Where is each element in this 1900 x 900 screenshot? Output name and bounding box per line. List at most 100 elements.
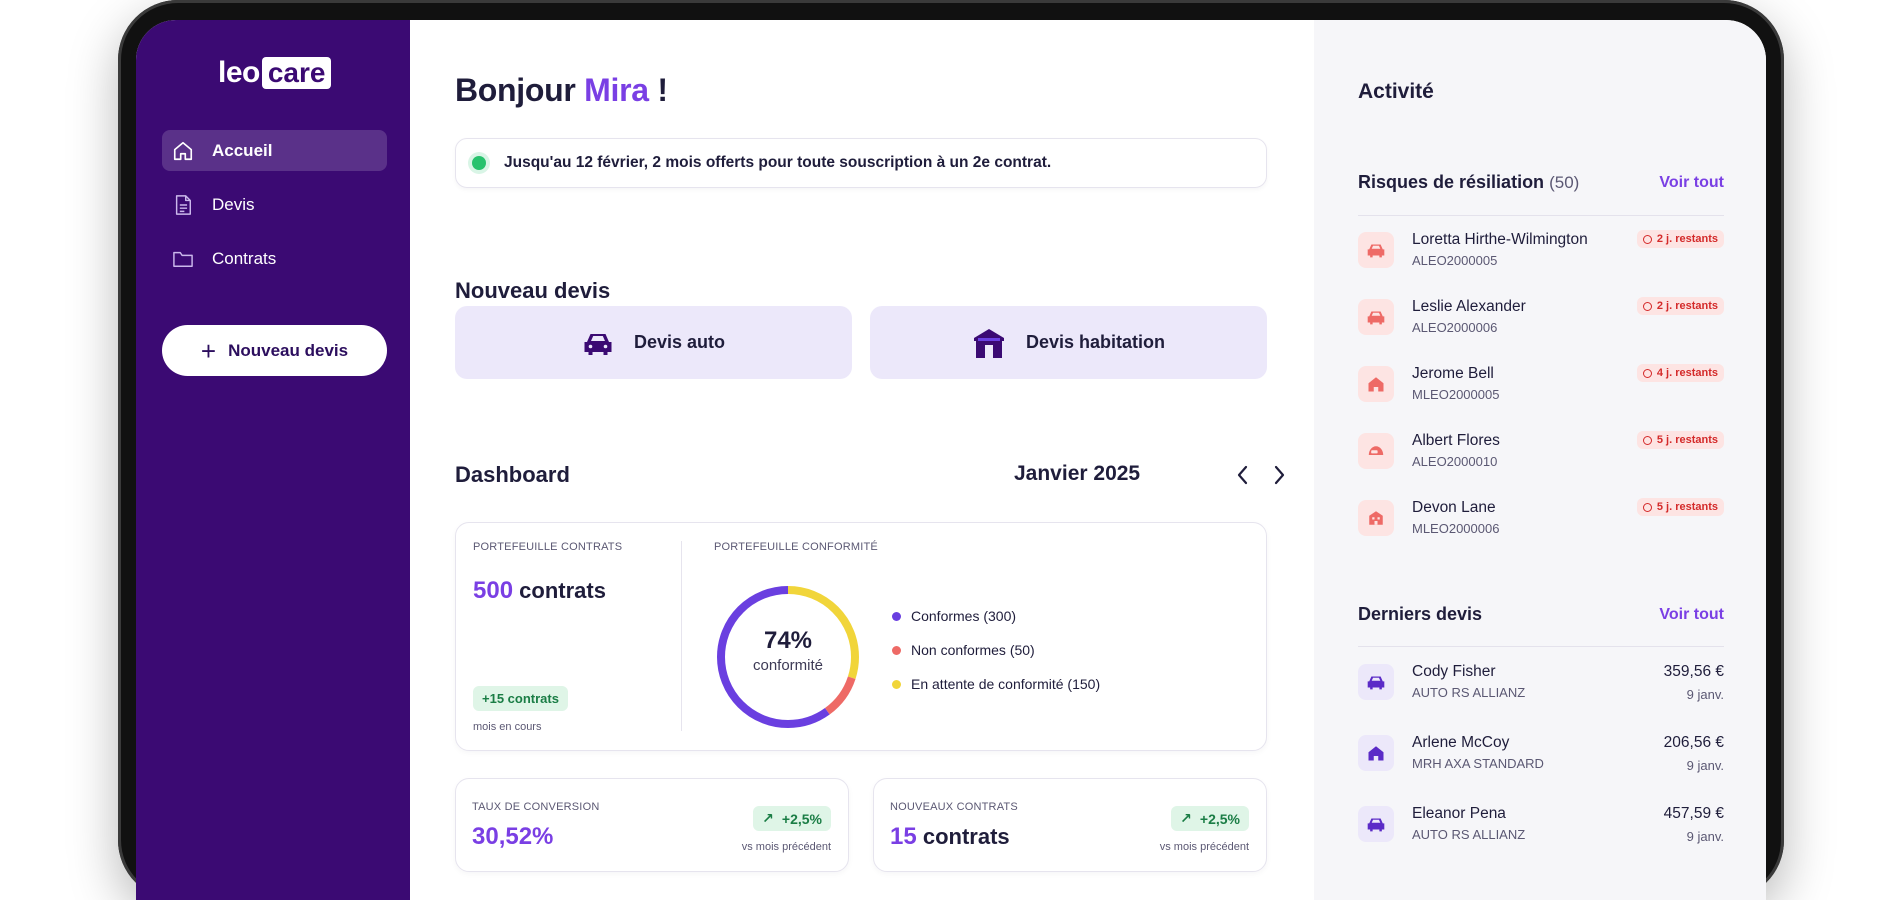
status-dot-icon xyxy=(472,156,486,170)
chevron-right-icon[interactable] xyxy=(1266,462,1292,488)
new-contracts-count: 15 xyxy=(890,823,917,850)
portfolio-delta-badge: +15 contrats xyxy=(473,686,568,711)
quote-options: Devis auto Devis habitation xyxy=(455,306,1267,379)
portfolio-delta-note: mois en cours xyxy=(473,721,542,733)
portfolio-count: 500 xyxy=(473,577,514,604)
car-icon xyxy=(1358,806,1394,842)
document-icon xyxy=(172,194,194,216)
client-name: Leslie Alexander xyxy=(1412,298,1526,315)
compliance-percent: 74% xyxy=(763,627,813,654)
days-left-badge: 2 j. restants xyxy=(1636,230,1724,248)
quotes-see-all-link[interactable]: Voir tout xyxy=(1659,605,1724,623)
risk-row[interactable]: Loretta Hirthe-Wilmington ALEO2000005 2 … xyxy=(1358,228,1724,278)
risk-row[interactable]: Devon Lane MLEO2000006 5 j. restants xyxy=(1358,496,1724,546)
promo-text: Jusqu'au 12 février, 2 mois offerts pour… xyxy=(504,154,1052,171)
folder-icon xyxy=(172,248,194,270)
quotes-title: Derniers devis xyxy=(1358,604,1483,624)
dashboard-title: Dashboard xyxy=(455,462,570,487)
new-quote-label: Nouveau devis xyxy=(228,340,349,360)
quote-home-button[interactable]: Devis habitation xyxy=(870,306,1267,379)
quote-row[interactable]: Arlene McCoy MRH AXA STANDARD 206,56 € 9… xyxy=(1358,731,1724,781)
contract-ref: MLEO2000006 xyxy=(1412,521,1500,536)
car-icon xyxy=(1358,299,1394,335)
motorcycle-icon xyxy=(1358,433,1394,469)
month-label: Janvier 2025 xyxy=(1014,462,1141,485)
quote-auto-button[interactable]: Devis auto xyxy=(455,306,852,379)
legend-label: Conformes (300) xyxy=(911,608,1017,624)
badge-text: 2 j. restants xyxy=(1656,300,1718,312)
divider xyxy=(1358,646,1724,647)
legend-dot-icon xyxy=(892,679,901,689)
house-icon xyxy=(1358,735,1394,771)
home-icon xyxy=(172,140,194,162)
risks-count: (50) xyxy=(1549,173,1580,192)
greeting-name: Mira xyxy=(584,72,649,108)
donut-segment-conformes xyxy=(717,586,859,728)
product-name: AUTO RS ALLIANZ xyxy=(1412,827,1526,842)
badge-text: 5 j. restants xyxy=(1656,501,1718,513)
quote-amount: 457,59 € xyxy=(1663,805,1724,822)
clock-icon xyxy=(1642,368,1652,378)
contract-ref: ALEO2000005 xyxy=(1412,253,1498,268)
new-quote-button[interactable]: + Nouveau devis xyxy=(162,325,387,376)
sidebar-item-label: Devis xyxy=(212,194,255,214)
quote-row[interactable]: Eleanor Pena AUTO RS ALLIANZ 457,59 € 9 … xyxy=(1358,802,1724,852)
house-icon xyxy=(1358,366,1394,402)
trend-value: +2,5% xyxy=(1199,810,1240,827)
compliance-label: PORTEFEUILLE CONFORMITÉ xyxy=(714,541,878,553)
sidebar-item-accueil[interactable]: Accueil xyxy=(162,130,387,171)
contract-ref: ALEO2000006 xyxy=(1412,320,1498,335)
clock-icon xyxy=(1642,301,1652,311)
quote-date: 9 janv. xyxy=(1686,829,1724,844)
new-contracts-unit: contrats xyxy=(922,824,1010,849)
sidebar-item-devis[interactable]: Devis xyxy=(162,184,387,225)
car-icon xyxy=(582,330,614,356)
client-name: Loretta Hirthe-Wilmington xyxy=(1412,231,1588,248)
legend-label: En attente de conformité (150) xyxy=(911,676,1101,692)
badge-text: 4 j. restants xyxy=(1656,367,1718,379)
logo-leo: leo xyxy=(218,56,260,89)
conversion-card: TAUX DE CONVERSION 30,52% ↗ +2,5% vs moi… xyxy=(455,778,849,872)
new-quote-title: Nouveau devis xyxy=(455,278,611,303)
client-name: Albert Flores xyxy=(1412,432,1500,449)
badge-text: 2 j. restants xyxy=(1656,233,1718,245)
portfolio-value: 500 contrats xyxy=(473,577,606,605)
main-content: Bonjour Mira ! Jusqu'au 12 février, 2 mo… xyxy=(410,20,1314,900)
days-left-badge: 5 j. restants xyxy=(1636,498,1724,516)
clock-icon xyxy=(1642,502,1652,512)
conversion-vs: vs mois précédent xyxy=(741,841,831,853)
quote-amount: 359,56 € xyxy=(1663,663,1724,680)
risk-row[interactable]: Albert Flores ALEO2000010 5 j. restants xyxy=(1358,429,1724,479)
sidebar-item-label: Contrats xyxy=(212,248,277,268)
sidebar-item-contrats[interactable]: Contrats xyxy=(162,238,387,279)
client-name: Devon Lane xyxy=(1412,499,1496,516)
contract-ref: MLEO2000005 xyxy=(1412,387,1500,402)
client-name: Cody Fisher xyxy=(1412,663,1496,680)
quote-date: 9 janv. xyxy=(1686,758,1724,773)
client-name: Arlene McCoy xyxy=(1412,734,1510,751)
donut-center: 74% conformité xyxy=(714,627,862,674)
trend-value: +2,5% xyxy=(781,810,822,827)
compliance-legend: Conformes (300) Non conformes (50) En at… xyxy=(892,608,1100,710)
client-name: Eleanor Pena xyxy=(1412,805,1506,822)
legend-dot-icon xyxy=(892,645,901,655)
activity-panel: Activité Risques de résiliation (50) Voi… xyxy=(1314,20,1766,900)
leocare-logo[interactable]: leo care xyxy=(218,56,332,90)
chevron-left-icon[interactable] xyxy=(1230,462,1256,488)
client-name: Jerome Bell xyxy=(1412,365,1494,382)
quote-auto-label: Devis auto xyxy=(633,332,726,352)
compliance-subtitle: conformité xyxy=(752,657,824,674)
risk-row[interactable]: Jerome Bell MLEO2000005 4 j. restants xyxy=(1358,362,1724,412)
divider xyxy=(1358,215,1724,216)
risk-row[interactable]: Leslie Alexander ALEO2000006 2 j. restan… xyxy=(1358,295,1724,345)
quote-row[interactable]: Cody Fisher AUTO RS ALLIANZ 359,56 € 9 j… xyxy=(1358,660,1724,710)
risks-see-all-link[interactable]: Voir tout xyxy=(1659,173,1724,191)
arrow-up-right-icon: ↗ xyxy=(1180,810,1192,826)
conversion-rate: 30,52% xyxy=(472,823,554,850)
car-icon xyxy=(1358,232,1394,268)
risks-header: Risques de résiliation (50) Voir tout xyxy=(1358,172,1724,193)
sidebar: leo care Accueil Devis Contrats xyxy=(136,20,410,900)
building-icon xyxy=(1358,500,1394,536)
portfolio-card: PORTEFEUILLE CONTRATS 500 contrats +15 c… xyxy=(455,522,1267,751)
badge-text: 5 j. restants xyxy=(1656,434,1718,446)
